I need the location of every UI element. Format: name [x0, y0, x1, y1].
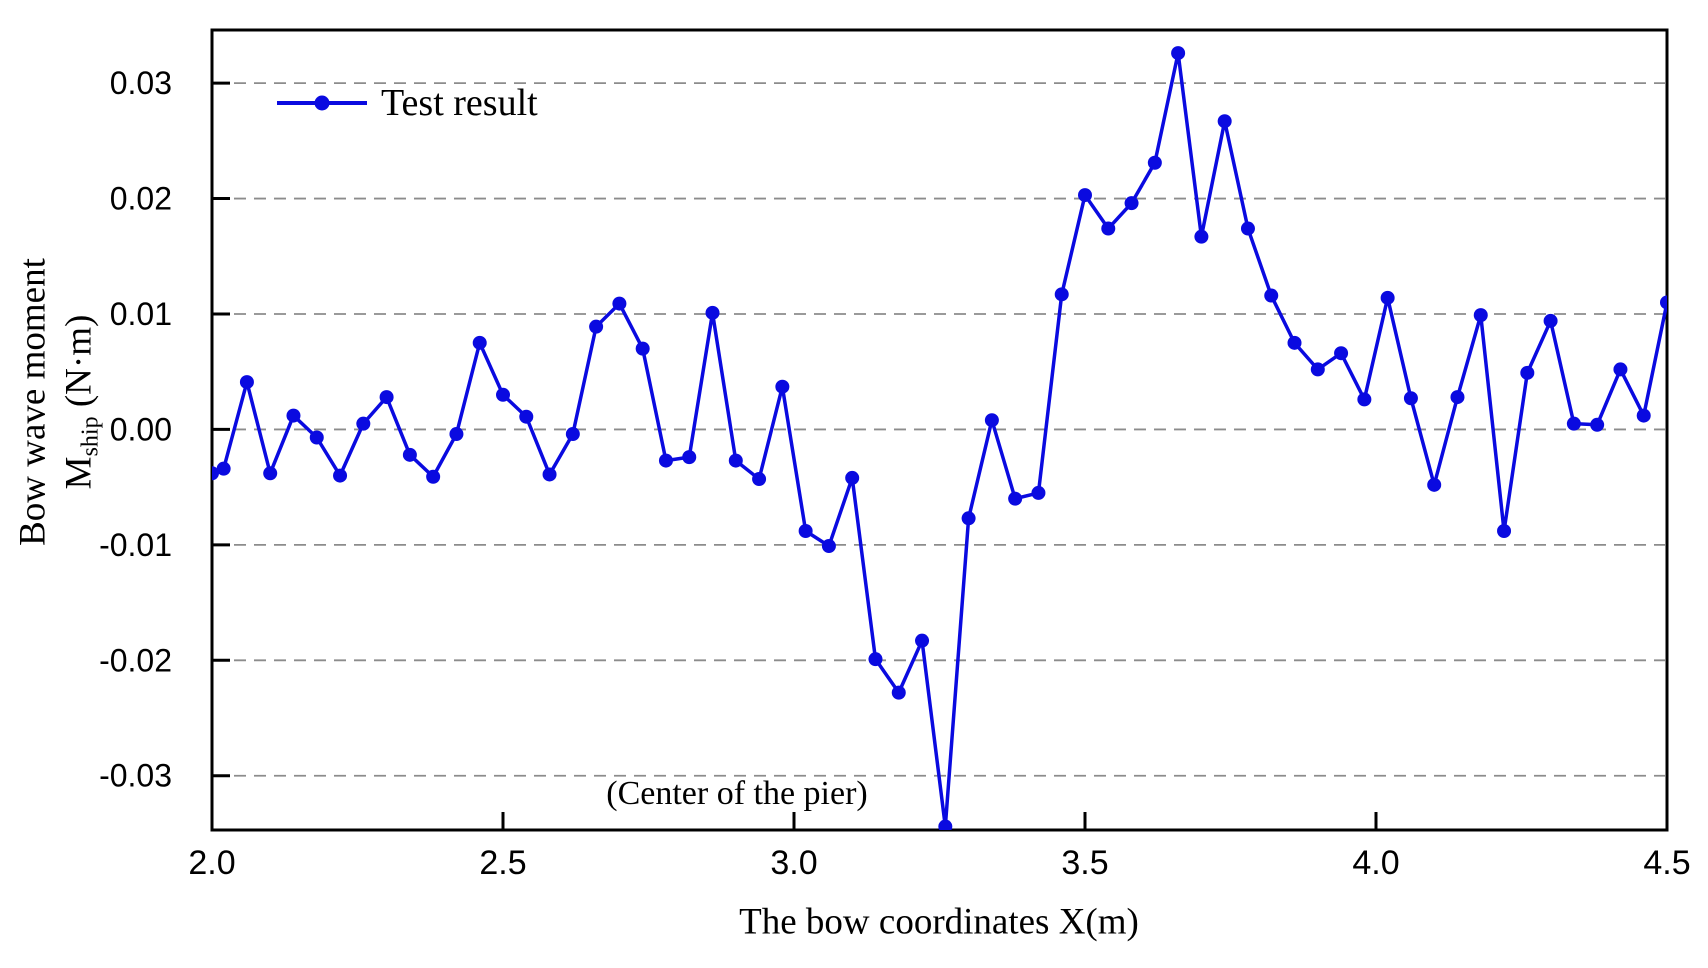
series-line — [212, 51, 1667, 829]
data-point — [309, 430, 324, 445]
data-point — [449, 427, 464, 442]
data-point — [565, 427, 580, 442]
data-point — [1427, 477, 1442, 492]
y-tick-label: 0.03 — [110, 65, 172, 101]
data-point — [333, 468, 348, 483]
data-point — [1497, 524, 1512, 539]
data-point — [1660, 295, 1667, 310]
data-point — [1054, 287, 1069, 302]
data-point — [915, 633, 930, 648]
y-axis-title-line2: Mship (N·m) — [57, 258, 114, 546]
data-point — [1403, 391, 1418, 406]
data-point — [286, 408, 301, 423]
data-point — [868, 652, 883, 667]
x-tick-label: 4.5 — [1643, 844, 1690, 882]
y-tick-label: 0.02 — [110, 181, 172, 217]
data-point — [845, 470, 860, 485]
y-tick-label: -0.03 — [99, 758, 172, 794]
data-point — [775, 379, 790, 394]
data-point — [496, 387, 510, 402]
data-point — [1334, 346, 1349, 361]
y-tick-label: 0.00 — [110, 411, 172, 447]
data-point — [1636, 408, 1651, 423]
data-point — [682, 450, 697, 465]
x-axis-title: The bow coordinates X(m) — [739, 901, 1139, 943]
data-point — [798, 524, 813, 539]
data-point — [402, 447, 417, 462]
y-axis-subscript: ship — [77, 416, 104, 457]
legend-label: Test result — [381, 82, 538, 124]
data-point — [589, 319, 604, 334]
data-point — [728, 453, 743, 468]
data-point — [1101, 221, 1116, 236]
x-tick-label: 3.5 — [1061, 844, 1108, 882]
data-point — [1217, 114, 1232, 129]
data-point — [1310, 362, 1325, 377]
data-point — [379, 390, 394, 405]
data-point — [1078, 188, 1092, 203]
y-tick-label: 0.01 — [110, 296, 172, 332]
data-point — [1031, 485, 1046, 500]
data-point — [1124, 196, 1139, 211]
data-point — [1566, 416, 1581, 431]
data-point — [542, 467, 557, 482]
data-point — [216, 461, 231, 476]
data-point — [821, 539, 836, 554]
data-point — [1171, 46, 1186, 61]
data-point — [1194, 229, 1209, 244]
data-point — [1450, 390, 1465, 405]
y-axis-symbol: M — [58, 456, 100, 490]
data-point — [1380, 290, 1395, 305]
data-point — [1287, 335, 1302, 350]
y-axis-title-line1: Bow wave moment — [12, 258, 54, 546]
y-tick-label: -0.02 — [99, 642, 172, 678]
data-point — [1613, 362, 1628, 377]
data-point — [635, 341, 650, 356]
data-point — [1008, 491, 1023, 506]
x-tick-label: 2.0 — [188, 844, 235, 882]
legend-line-marker-icon — [277, 95, 367, 111]
data-point — [752, 472, 767, 487]
data-point — [705, 305, 720, 320]
legend: Test result — [277, 80, 538, 126]
data-point — [472, 335, 487, 350]
data-point — [1590, 417, 1605, 432]
legend-dot-icon — [314, 95, 330, 111]
data-point — [612, 296, 627, 311]
data-point — [519, 409, 534, 424]
y-axis-unit: (N·m) — [58, 314, 100, 417]
data-point — [658, 453, 673, 468]
series-test-result — [212, 46, 1667, 830]
y-axis-title: Bow wave moment Mship (N·m) — [11, 258, 114, 546]
data-point — [961, 511, 976, 526]
x-tick-label: 2.5 — [479, 844, 526, 882]
data-point — [263, 466, 278, 481]
data-point — [1357, 392, 1372, 407]
data-point — [891, 685, 906, 700]
data-point — [1147, 155, 1162, 170]
data-point — [356, 416, 371, 431]
data-point — [426, 469, 441, 484]
data-point — [1473, 308, 1488, 323]
data-point — [1543, 313, 1558, 328]
data-point — [1240, 221, 1255, 236]
annotation-center-of-pier: (Center of the pier) — [606, 775, 868, 812]
data-point — [239, 375, 254, 390]
y-tick-label: -0.01 — [99, 527, 172, 563]
data-point — [1520, 365, 1535, 380]
data-point — [1264, 288, 1279, 303]
x-tick-label: 3.0 — [770, 844, 817, 882]
data-point — [938, 819, 953, 830]
data-point — [984, 413, 999, 428]
x-tick-label: 4.0 — [1352, 844, 1399, 882]
